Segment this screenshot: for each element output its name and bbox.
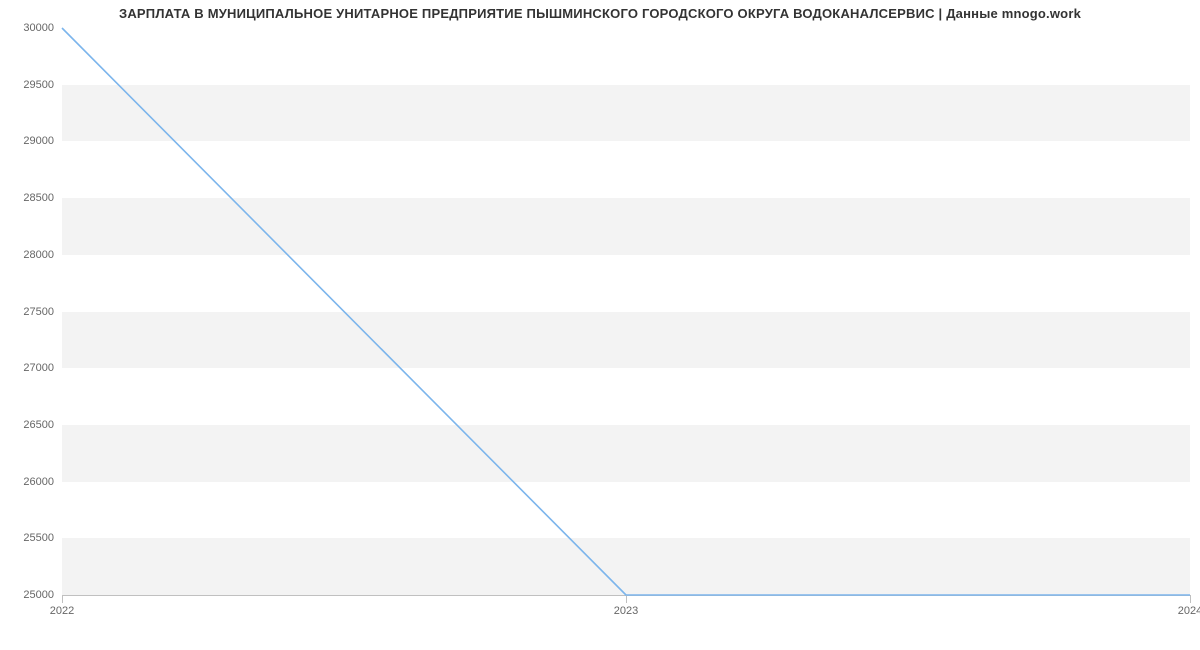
y-tick-label: 26500 [23, 419, 54, 431]
y-tick-label: 29000 [23, 135, 54, 147]
y-tick-label: 25500 [23, 532, 54, 544]
y-tick-label: 28000 [23, 249, 54, 261]
plot-area: 2500025500260002650027000275002800028500… [62, 28, 1190, 595]
x-tick [62, 595, 63, 603]
chart-title: ЗАРПЛАТА В МУНИЦИПАЛЬНОЕ УНИТАРНОЕ ПРЕДП… [0, 6, 1200, 21]
y-tick-label: 27500 [23, 306, 54, 318]
series-line [62, 28, 1190, 595]
x-tick [1190, 595, 1191, 603]
y-tick-label: 30000 [23, 22, 54, 34]
y-tick-label: 27000 [23, 362, 54, 374]
x-tick-label: 2023 [614, 605, 638, 617]
series-svg [62, 28, 1190, 595]
y-tick-label: 25000 [23, 589, 54, 601]
y-tick-label: 29500 [23, 79, 54, 91]
y-tick-label: 26000 [23, 476, 54, 488]
y-tick-label: 28500 [23, 192, 54, 204]
x-tick-label: 2024 [1178, 605, 1200, 617]
x-tick-label: 2022 [50, 605, 74, 617]
x-tick [626, 595, 627, 603]
chart-container: ЗАРПЛАТА В МУНИЦИПАЛЬНОЕ УНИТАРНОЕ ПРЕДП… [0, 0, 1200, 650]
